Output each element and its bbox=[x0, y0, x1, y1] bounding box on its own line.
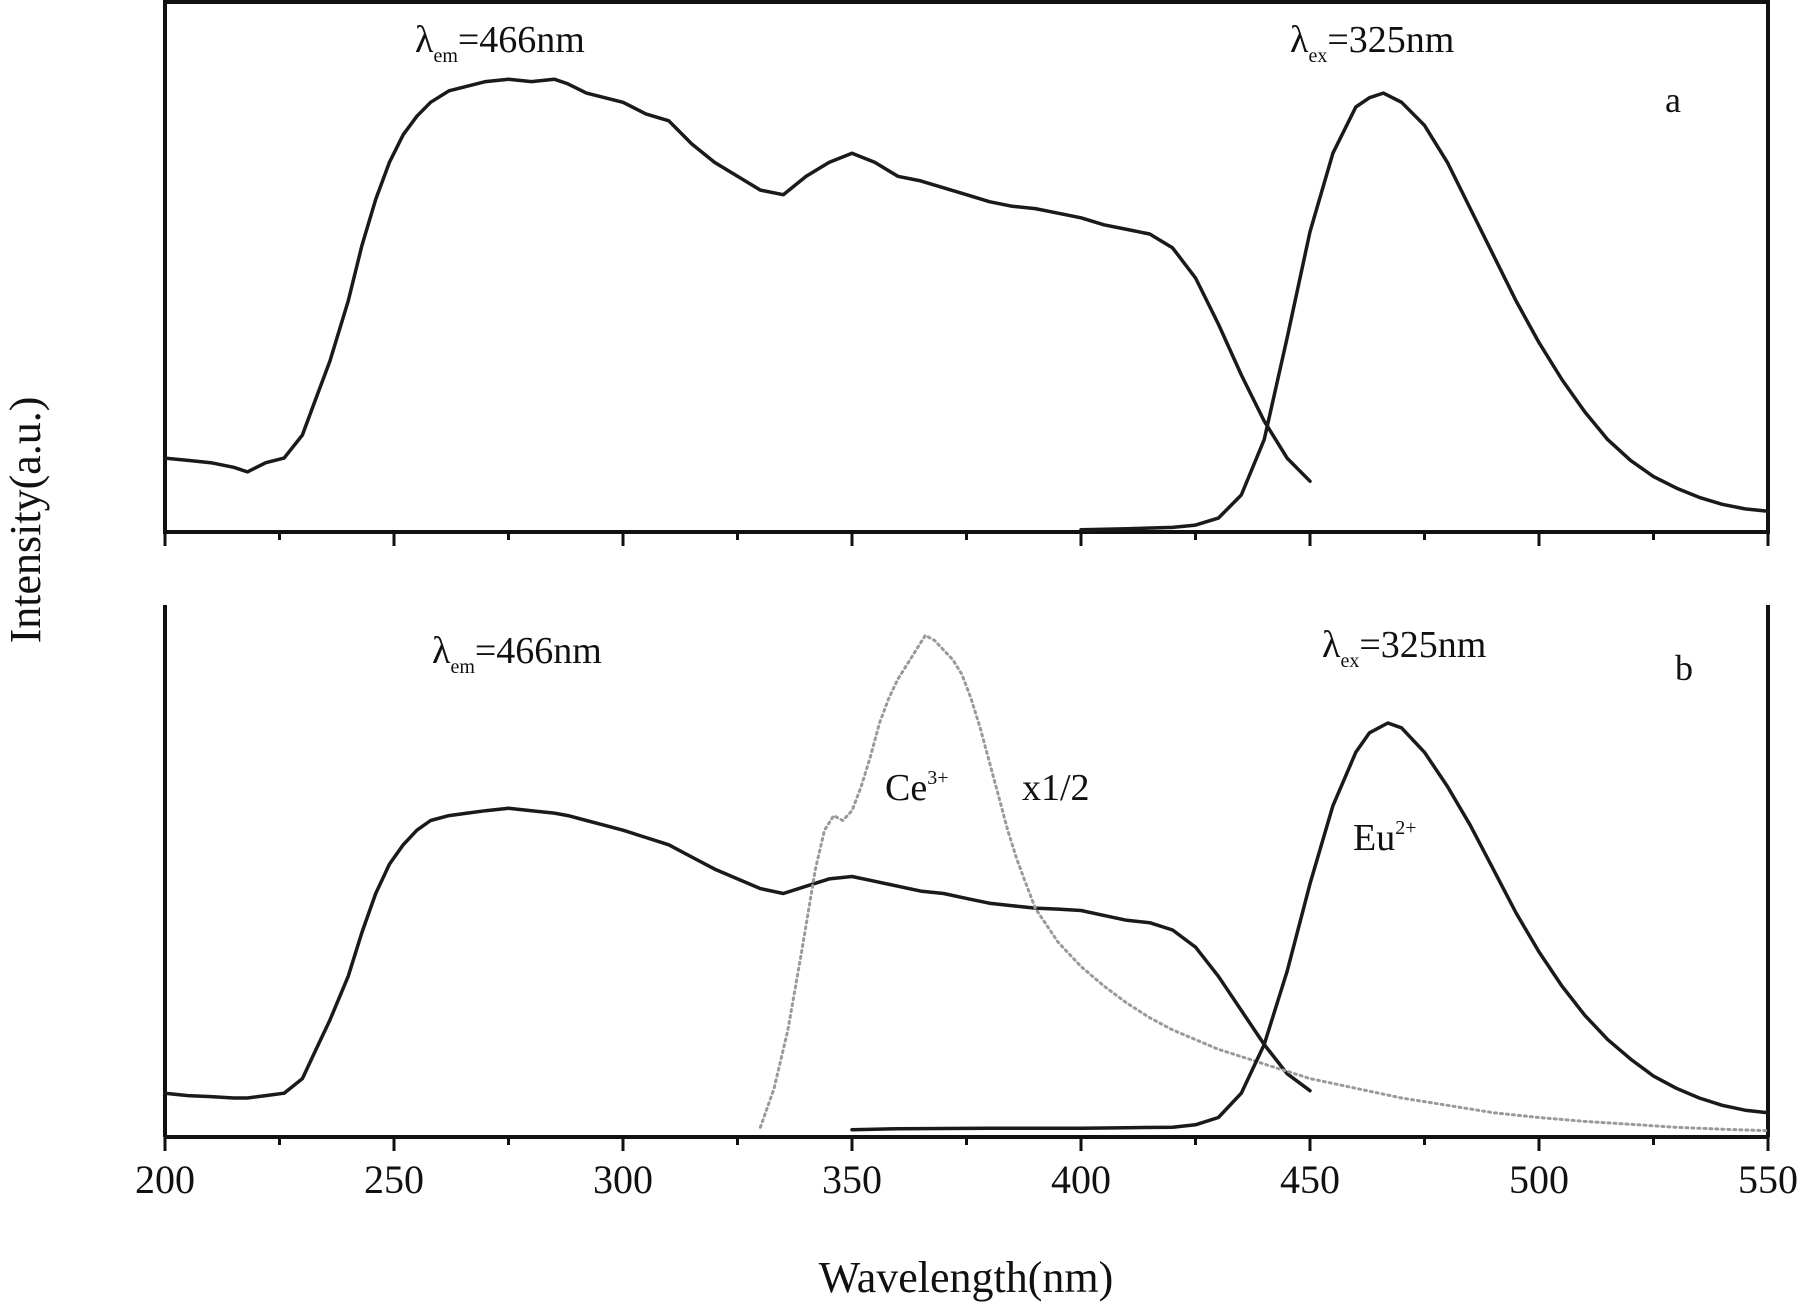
svg-text:Ce3+: Ce3+ bbox=[885, 767, 949, 809]
panel-b-em-label: λem=466nm bbox=[432, 630, 602, 678]
panel-a-em-value: =466nm bbox=[458, 19, 585, 61]
panel-a-ex-lambda: λ bbox=[1290, 19, 1309, 61]
x-tick-label: 300 bbox=[593, 1157, 653, 1202]
svg-text:Eu2+: Eu2+ bbox=[1353, 817, 1417, 859]
series-line-2 bbox=[1079, 91, 1770, 532]
panel-b: 200 250 300 350 400 450 500 550 λem=466nm λex=3… bbox=[135, 605, 1798, 1202]
series-line-3 bbox=[850, 721, 1770, 1132]
svg-text:λex=325nm: λex=325nm bbox=[1290, 19, 1454, 67]
series-line-1 bbox=[163, 806, 1312, 1100]
x-tick-label: 350 bbox=[822, 1157, 882, 1202]
panel-b-em-sub: em bbox=[450, 656, 475, 678]
x-tick-label: 200 bbox=[135, 1157, 195, 1202]
eu-label-main: Eu bbox=[1353, 817, 1395, 859]
panel-b-ex-value: =325nm bbox=[1359, 624, 1486, 666]
x-tick-label: 250 bbox=[364, 1157, 424, 1202]
eu-label: Eu2+ bbox=[1353, 817, 1417, 859]
panel-a-frame bbox=[163, 0, 1770, 534]
x-tick-label: 500 bbox=[1509, 1157, 1569, 1202]
panel-b-em-lambda: λ bbox=[432, 630, 451, 672]
panel-a-ex-value: =325nm bbox=[1327, 19, 1454, 61]
series-line-1 bbox=[163, 77, 1312, 483]
ce-label-main: Ce bbox=[885, 767, 927, 809]
panel-b-series bbox=[163, 633, 1770, 1133]
panel-b-em-value: =466nm bbox=[475, 630, 602, 672]
panel-b-x-tick-labels: 200 250 300 350 400 450 500 550 bbox=[135, 1157, 1798, 1202]
eu-label-sup: 2+ bbox=[1395, 817, 1416, 839]
panel-a-em-sub: em bbox=[433, 45, 458, 67]
svg-text:λem=466nm: λem=466nm bbox=[415, 19, 585, 67]
panel-b-ex-label: λex=325nm bbox=[1322, 624, 1486, 672]
panel-b-x-ticks bbox=[163, 1137, 1770, 1151]
svg-text:λex=325nm: λex=325nm bbox=[1322, 624, 1486, 672]
panel-a-series bbox=[163, 77, 1770, 532]
scale-note: x1/2 bbox=[1022, 767, 1090, 809]
panel-a-letter: a bbox=[1665, 80, 1681, 120]
x-tick-label: 550 bbox=[1738, 1157, 1798, 1202]
ce-label-sup: 3+ bbox=[927, 767, 948, 789]
panel-a-x-ticks bbox=[163, 532, 1770, 546]
panel-a: λem=466nm λex=325nm a bbox=[163, 0, 1770, 546]
panel-b-ex-lambda: λ bbox=[1322, 624, 1341, 666]
x-tick-label: 450 bbox=[1280, 1157, 1340, 1202]
svg-text:λem=466nm: λem=466nm bbox=[432, 630, 602, 678]
panel-b-letter: b bbox=[1675, 648, 1693, 688]
x-axis-title: Wavelength(nm) bbox=[819, 1253, 1114, 1302]
panel-a-em-lambda: λ bbox=[415, 19, 434, 61]
panel-a-ex-label: λex=325nm bbox=[1290, 19, 1454, 67]
panel-b-ex-sub: ex bbox=[1340, 650, 1359, 672]
ce-label: Ce3+ bbox=[885, 767, 949, 809]
panel-a-em-label: λem=466nm bbox=[415, 19, 585, 67]
panel-a-ex-sub: ex bbox=[1308, 45, 1327, 67]
series-line-2 bbox=[758, 633, 1770, 1133]
x-tick-label: 400 bbox=[1051, 1157, 1111, 1202]
y-axis-title: Intensity(a.u.) bbox=[1, 397, 50, 644]
